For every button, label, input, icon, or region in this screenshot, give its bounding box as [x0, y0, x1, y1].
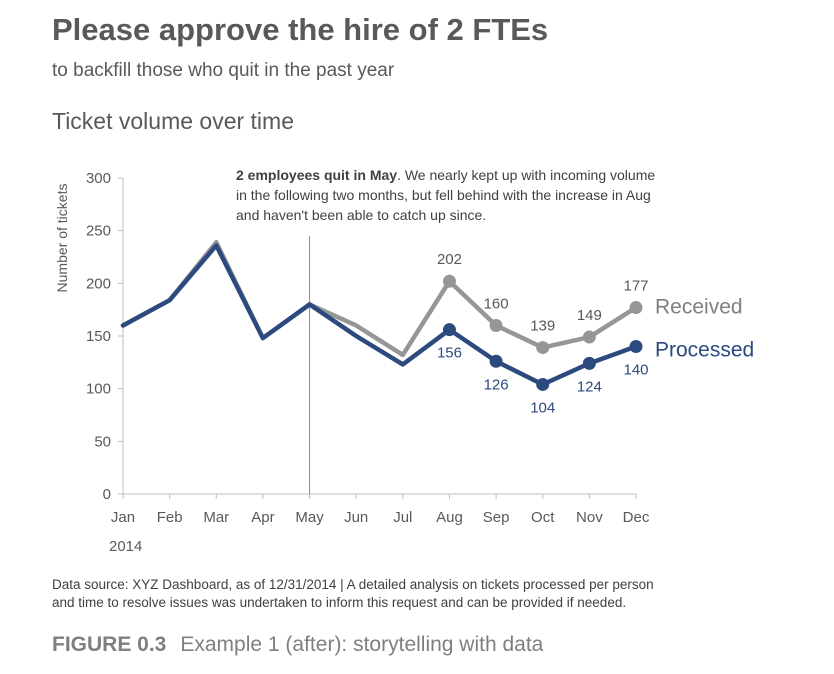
received-series-label: Received — [655, 296, 743, 319]
received-data-label: 202 — [437, 251, 462, 268]
page-subtitle: to backfill those who quit in the past y… — [52, 60, 395, 81]
figure-caption: FIGURE 0.3 Example 1 (after): storytellin… — [52, 633, 543, 657]
processed-data-point — [536, 377, 550, 391]
y-tick-label: 300 — [86, 170, 111, 187]
x-tick-label: Dec — [623, 509, 650, 526]
y-tick-label: 50 — [94, 433, 111, 450]
annotation-text: and haven't been able to catch up since. — [236, 207, 486, 223]
received-data-point — [629, 301, 643, 315]
y-tick-label: 150 — [86, 328, 111, 345]
annotation-text: . We nearly kept up with incoming volume — [397, 167, 655, 183]
received-data-label: 177 — [623, 278, 648, 295]
processed-data-point — [582, 356, 596, 370]
page-title: Please approve the hire of 2 FTEs — [52, 12, 549, 47]
processed-data-label: 124 — [577, 378, 602, 395]
year-label: 2014 — [109, 538, 142, 555]
y-axis-label: Number of tickets — [54, 184, 70, 293]
y-tick-label: 200 — [86, 275, 111, 292]
received-data-point — [489, 318, 503, 332]
received-data-point — [442, 274, 456, 288]
x-tick-label: Apr — [251, 509, 274, 526]
line-chart: Number of tickets 0 50 100 150 200 250 300 Jan… — [54, 167, 754, 555]
received-data-label: 149 — [577, 307, 602, 324]
x-tick-label: Sep — [483, 509, 510, 526]
data-source-note: Data source: XYZ Dashboard, as of 12/31/… — [52, 576, 792, 612]
received-series-line — [120, 240, 639, 358]
processed-data-label: 126 — [484, 376, 509, 393]
received-data-point — [536, 341, 550, 355]
processed-data-label: 156 — [437, 345, 462, 362]
received-data-point — [582, 330, 596, 344]
x-tick-label: May — [295, 509, 324, 526]
annotation-text: in the following two months, but fell be… — [236, 187, 651, 203]
processed-series-line — [120, 243, 639, 387]
data-source-line-1: Data source: XYZ Dashboard, as of 12/31/… — [52, 577, 654, 592]
processed-data-point — [442, 323, 456, 337]
processed-data-label: 140 — [623, 362, 648, 379]
x-tick-label: Aug — [436, 509, 463, 526]
x-tick-label: Jun — [344, 509, 368, 526]
figure-number: FIGURE 0.3 — [52, 633, 167, 656]
processed-data-point — [489, 354, 503, 368]
processed-data-label: 104 — [530, 399, 555, 416]
processed-series-label: Processed — [655, 339, 754, 362]
y-tick-label: 250 — [86, 223, 111, 240]
x-tick-label: Nov — [576, 509, 603, 526]
received-data-label: 160 — [484, 295, 509, 312]
chart-annotation: 2 employees quit in May. We nearly kept … — [236, 167, 655, 223]
processed-data-point — [629, 340, 643, 354]
data-source-line-2: and time to resolve issues was undertake… — [52, 595, 627, 610]
x-tick-label: Jul — [393, 509, 412, 526]
figure-caption-text: Example 1 (after): storytelling with dat… — [180, 633, 544, 656]
x-tick-label: Oct — [531, 509, 555, 526]
chart-title: Ticket volume over time — [52, 108, 294, 134]
x-tick-label: Jan — [111, 509, 135, 526]
received-data-label: 139 — [530, 318, 555, 335]
y-tick-label: 100 — [86, 381, 111, 398]
annotation-bold-text: 2 employees quit in May — [236, 167, 397, 183]
x-tick-label: Mar — [203, 509, 229, 526]
x-tick-label: Feb — [157, 509, 183, 526]
y-tick-label: 0 — [103, 486, 111, 503]
